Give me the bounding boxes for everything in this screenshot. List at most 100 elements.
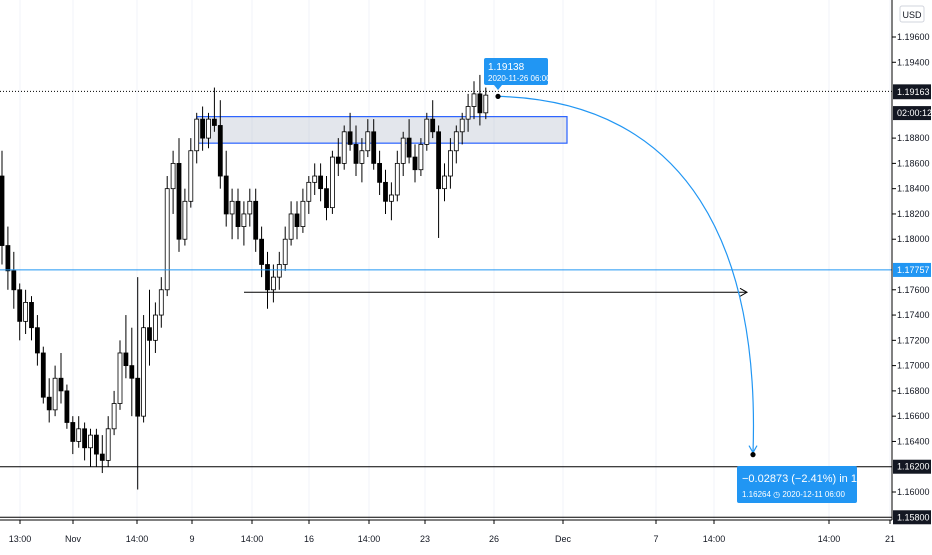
candle-bull — [170, 162, 176, 190]
candle-bull — [465, 106, 471, 120]
price-label-last-price[interactable] — [893, 85, 931, 100]
candle-bear — [347, 131, 353, 145]
candle-bull — [394, 162, 400, 196]
candle-bear — [35, 327, 40, 354]
candle-bear — [11, 270, 17, 291]
time-tick-label: 26 — [489, 534, 499, 544]
end-callout-detail: 1.16264 ◷ 2020-12-11 06:00 — [742, 490, 845, 499]
candle-bear — [0, 175, 5, 246]
price-tick-label: 1.16400 — [897, 436, 930, 446]
candle-bull — [270, 276, 276, 291]
candle-bear — [265, 264, 270, 291]
price-tick-label: 1.19400 — [897, 57, 930, 67]
candle-bear — [259, 238, 265, 265]
price-label-countdown[interactable] — [893, 106, 931, 121]
time-tick-label: 21 — [885, 534, 895, 544]
start-callout-date: 2020-11-26 06:00 — [488, 74, 551, 83]
candle-bear — [5, 245, 11, 272]
candle-bull — [288, 213, 294, 240]
candle-bear — [99, 453, 105, 461]
candle-bear — [371, 131, 377, 164]
time-tick-label: 7 — [653, 534, 658, 544]
price-tick-label: 1.17200 — [897, 335, 930, 345]
time-tick-label: 14:00 — [241, 534, 264, 544]
currency-badge[interactable] — [899, 5, 925, 23]
projection-arc[interactable] — [497, 95, 755, 453]
candle-bear — [200, 118, 206, 139]
candle-bull — [188, 150, 194, 202]
candle-bear — [29, 302, 34, 329]
price-tick-label: 1.16600 — [897, 411, 930, 421]
price-tick-label: 1.17600 — [897, 285, 930, 295]
candle-bear — [318, 175, 324, 190]
price-label-text-countdown: 02:00:12 — [897, 108, 932, 118]
price-tick-label: 1.16800 — [897, 386, 930, 396]
candle-bear — [129, 365, 135, 379]
candle-bear — [40, 352, 46, 398]
candle-bear — [58, 377, 64, 392]
candle-bear — [430, 118, 436, 133]
price-tick-label: 1.16000 — [897, 487, 930, 497]
candle-bull — [459, 118, 465, 133]
candle-bull — [329, 156, 335, 209]
candle-bull — [306, 181, 312, 202]
candle-bear — [70, 422, 76, 442]
price-axis[interactable]: USD 1.19600 1.19400 1.18800 1.18600 1.18400 1.… — [891, 0, 932, 550]
end-callout-change: −0.02873 (−2.41%) in 15d — [742, 473, 869, 485]
candle-bull — [247, 200, 253, 215]
price-tick-label: 1.17400 — [897, 310, 930, 320]
arrow-ray-head — [739, 287, 749, 297]
time-tick-label: 14:00 — [126, 534, 149, 544]
time-tick-label: 16 — [304, 534, 314, 544]
time-tick-label: 9 — [189, 534, 194, 544]
candle-bull — [182, 200, 188, 240]
candle-bull — [365, 131, 371, 152]
price-label-level-low[interactable] — [893, 510, 931, 525]
candle-bear — [294, 213, 300, 227]
price-tick-label: 1.18800 — [897, 133, 930, 143]
resistance-zone-rect[interactable] — [196, 116, 568, 144]
candle-bull — [152, 314, 158, 341]
candle-bull — [88, 434, 93, 449]
candle-bear — [477, 93, 483, 114]
candle-bull — [23, 302, 29, 322]
candle-bull — [52, 377, 58, 411]
candle-bull — [471, 93, 477, 107]
candle-bear — [211, 118, 217, 126]
projection-end-point[interactable] — [750, 452, 756, 458]
candle-bear — [335, 156, 341, 164]
candle-bull — [300, 200, 306, 227]
candle-bull — [164, 188, 170, 291]
candle-bear — [253, 200, 259, 240]
price-label-level-mid[interactable] — [893, 262, 931, 277]
candle-bull — [229, 200, 235, 215]
candle-bull — [194, 118, 200, 152]
candle-bull — [424, 118, 430, 145]
price-tick-label: 1.17000 — [897, 361, 930, 371]
candle-bull — [111, 403, 117, 430]
candle-bull — [312, 175, 318, 183]
start-callout-pointer — [494, 85, 502, 90]
candle-bear — [235, 200, 241, 227]
candle-bull — [158, 289, 164, 316]
candle-bear — [147, 327, 152, 341]
candle-bear — [94, 434, 99, 455]
projection-start-point[interactable] — [495, 93, 501, 99]
price-label-level-target[interactable] — [893, 459, 931, 474]
currency-label: USD — [902, 10, 922, 20]
candle-bear — [17, 289, 23, 322]
time-axis[interactable]: 13:00 Nov 14:00 9 14:00 16 14:00 23 26 Dec 7 14:00 1… — [0, 519, 895, 544]
candle-bear — [223, 175, 229, 215]
candle-bear — [217, 125, 223, 177]
price-tick-label: 1.19600 — [897, 32, 930, 42]
candle-bull — [282, 238, 288, 265]
candle-bull — [388, 194, 394, 202]
price-tick-label: 1.18200 — [897, 209, 930, 219]
resistance-zone[interactable] — [196, 116, 568, 144]
candle-bear — [123, 352, 129, 367]
time-tick-label: 14:00 — [818, 534, 841, 544]
candle-bear — [412, 156, 418, 171]
